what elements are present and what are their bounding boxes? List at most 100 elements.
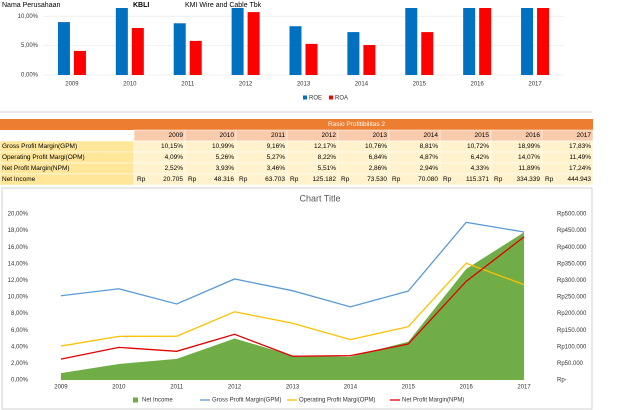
cell-value: 11,89% [518,165,540,172]
bar [479,8,492,76]
year: 2009 [169,132,184,139]
cell-value: 4,87% [420,154,439,161]
currency: Rp [290,176,299,183]
bar [231,8,244,75]
y-tick-label: 14,00% [8,261,29,267]
cell-value: 10,99% [212,143,234,150]
y2-tick-label: Rp350.000 [557,261,587,267]
cell-value: 2,52% [165,165,184,172]
cell-value: 48.316 [214,176,234,183]
y-tick-label: 18,00% [8,228,29,234]
row-label: Net Profit Margin(NPM) [2,165,70,172]
cell-value: 444.943 [568,176,592,183]
company-label: Nama Perusahaan [2,2,60,9]
bar [247,12,260,75]
legend-label: Gross Profit Margin(GPM) [212,398,281,404]
title-row [0,119,593,130]
cell-value: 3,46% [267,165,286,172]
cell-value: 6,42% [471,154,490,161]
cell-value: 11,49% [569,154,591,161]
y2-tick-label: Rp- [557,378,567,384]
currency: Rp [392,176,401,183]
bar [347,32,360,75]
y2-tick-label: Rp100.000 [557,344,587,350]
bar [305,43,318,75]
cell-value: 12,17% [314,143,336,150]
x-tick-label: 2009 [65,82,79,88]
y2-tick-label: Rp500.000 [557,212,587,218]
year: 2011 [271,132,285,139]
cell-value: 5,27% [267,154,286,161]
x-tick-label: 2013 [297,82,311,88]
bar [463,8,476,75]
bar [73,50,86,75]
year: 2013 [373,132,388,139]
x-tick-label: 2015 [402,385,416,391]
cell-value: 73.530 [367,176,387,183]
y-tick-label: 0,00% [11,378,29,384]
cell-value: 10,72% [467,143,489,150]
row-label: Gross Profit Margin(GPM) [2,143,77,150]
legend-label: ROE [309,96,322,102]
year: 2017 [577,132,592,139]
cell-value: 2,86% [369,165,388,172]
cell-value: 9,16% [267,143,286,150]
cell-value: 70.080 [418,176,438,183]
x-tick-label: 2011 [181,82,195,88]
cell-value: 14,07% [518,154,540,161]
legend-swatch [133,397,138,403]
row-label: Net Income [2,176,36,183]
line [60,262,525,347]
currency: Rp [188,176,197,183]
bar [421,32,434,75]
currency: Rp [443,176,452,183]
y-tick-label: 6,00% [11,328,29,334]
cell-value: 4,09% [165,154,184,161]
y-tick-label: 8,00% [11,311,29,317]
currency: Rp [239,176,248,183]
bar [131,27,144,75]
x-tick-label: 2010 [123,82,137,88]
cell-value: 4,33% [471,165,490,172]
x-tick-label: 2012 [239,82,253,88]
cell-value: 17,83% [569,143,591,150]
cell-value: 2,94% [420,165,439,172]
currency: Rp [137,176,146,183]
y-tick-label: 10,00% [8,295,29,301]
row-label: Operating Profit Margi(OPM) [2,154,85,161]
legend-swatch [329,95,333,100]
cell-value: 20.705 [163,176,183,183]
currency: Rp [494,176,503,183]
legend-label: Operating Profit Margi(OPM) [299,398,375,404]
cell-value: 10,76% [365,143,387,150]
x-tick-label: 2016 [459,385,473,391]
y2-tick-label: Rp400.000 [557,245,587,251]
y2-tick-label: Rp150.000 [557,328,587,334]
y2-tick-label: Rp300.000 [557,278,587,284]
line [60,221,525,308]
cell-value: 125.182 [313,176,337,183]
chart-title: Chart Title [299,193,340,203]
y-tick-label: 12,00% [8,278,29,284]
bar [521,8,534,76]
bar [363,45,376,75]
cell-value: 8,22% [318,154,337,161]
x-tick-label: 2012 [228,385,242,391]
bar [57,22,70,75]
x-tick-label: 2014 [355,82,369,88]
y-tick-label: 0,00% [21,73,39,79]
legend-label: ROA [335,96,348,102]
year: 2012 [322,132,337,139]
year: 2010 [220,132,235,139]
y-tick-label: 5,00% [21,43,39,49]
x-tick-label: 2013 [286,385,300,391]
cell-value: 18,99% [518,143,540,150]
y-tick-label: 4,00% [11,344,29,350]
y2-tick-label: Rp200.000 [557,311,587,317]
legend-label: Net Income [142,398,173,404]
y-tick-label: 2,00% [11,361,29,367]
y-tick-label: 20,00% [8,212,29,218]
cell-value: 17,24% [569,165,591,172]
bar [189,40,202,75]
bar [173,23,186,76]
